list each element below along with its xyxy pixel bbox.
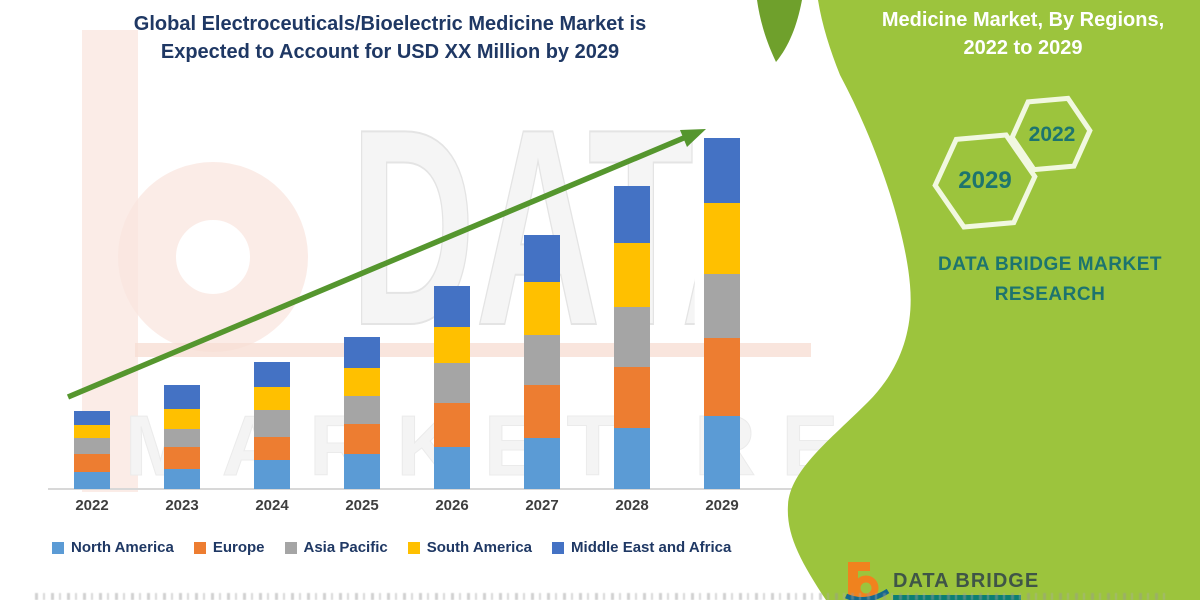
legend-marker-north-america	[52, 541, 64, 554]
bar-segment-north-america-2027	[524, 438, 560, 489]
cut-off-text-strip	[35, 593, 1165, 600]
bar-segment-europe-2025	[344, 424, 380, 454]
trend-arrow-head	[680, 129, 706, 147]
legend-item-europe: Europe	[193, 539, 265, 556]
bar-segment-south-america-2025	[344, 368, 380, 396]
chart-title: Global Electroceuticals/Bioelectric Medi…	[40, 10, 740, 66]
legend-marker-south-america	[407, 541, 420, 554]
bar-segment-asia-pacific-2026	[434, 363, 470, 403]
watermark-market-research-text: MARKET RESEARCH	[125, 402, 870, 494]
legend-item-south-america: South America	[407, 539, 533, 556]
bar-segment-middle-east-and-africa-2029	[704, 138, 740, 203]
panel-top-wedge	[757, 0, 802, 62]
bar-2029	[704, 138, 740, 489]
x-axis-label-2024: 2024	[255, 497, 289, 514]
bar-segment-middle-east-and-africa-2023	[164, 385, 200, 409]
x-axis-label-2022: 2022	[75, 497, 109, 514]
legend-label-middle-east-and-africa: Middle East and Africa	[571, 539, 732, 556]
bar-segment-asia-pacific-2023	[164, 429, 200, 447]
bar-segment-south-america-2027	[524, 282, 560, 335]
bar-segment-middle-east-and-africa-2028	[614, 186, 650, 243]
bar-segment-asia-pacific-2025	[344, 396, 380, 424]
bar-2026	[434, 286, 470, 489]
chart-title-line1: Global Electroceuticals/Bioelectric Medi…	[133, 13, 647, 35]
bar-segment-north-america-2024	[254, 460, 290, 489]
x-axis-baseline	[48, 488, 793, 490]
panel-heading-line1: Medicine Market, By Regions,	[881, 9, 1165, 31]
x-axis-label-2025: 2025	[345, 497, 379, 514]
hexagon-year-2022: 2022	[1028, 123, 1076, 146]
brand-name-line2: RESEARCH	[994, 284, 1106, 305]
bar-segment-europe-2027	[524, 385, 560, 438]
bar-segment-south-america-2024	[254, 387, 290, 410]
bar-segment-middle-east-and-africa-2026	[434, 286, 470, 327]
bar-2022	[74, 411, 110, 489]
legend-label-asia-pacific: Asia Pacific	[303, 539, 388, 556]
logo-wordmark: DATA BRIDGE	[893, 570, 1040, 592]
bar-segment-north-america-2023	[164, 469, 200, 489]
watermark-logo-b-bowl	[118, 162, 308, 352]
bar-segment-asia-pacific-2024	[254, 410, 290, 437]
bar-segment-north-america-2025	[344, 454, 380, 489]
chart-legend: North America Europe Asia Pacific South Ame…	[52, 539, 731, 556]
panel-heading-line2: 2022 to 2029	[963, 37, 1083, 59]
bar-2025	[344, 337, 380, 489]
x-axis-label-2029: 2029	[705, 497, 739, 514]
bar-2027	[524, 235, 560, 489]
bar-2028	[614, 186, 650, 489]
x-axis-label-2026: 2026	[435, 497, 469, 514]
bar-segment-middle-east-and-africa-2025	[344, 337, 380, 368]
hexagon-year-2029: 2029	[958, 167, 1012, 194]
x-axis-label-2028: 2028	[615, 497, 649, 514]
x-axis-label-2023: 2023	[165, 497, 199, 514]
bar-segment-south-america-2022	[74, 425, 110, 438]
bar-segment-south-america-2028	[614, 243, 650, 307]
bar-segment-north-america-2029	[704, 416, 740, 489]
bar-segment-middle-east-and-africa-2024	[254, 362, 290, 387]
legend-marker-middle-east-and-africa	[552, 541, 565, 554]
bar-segment-asia-pacific-2028	[614, 307, 650, 367]
panel-heading: Medicine Market, By Regions, 2022 to 202…	[848, 6, 1198, 62]
bar-segment-asia-pacific-2027	[524, 335, 560, 385]
legend-item-middle-east-and-africa: Middle East and Africa	[552, 539, 731, 556]
bar-segment-south-america-2023	[164, 409, 200, 429]
bar-segment-asia-pacific-2022	[74, 438, 110, 454]
bar-2023	[164, 385, 200, 489]
bar-segment-europe-2026	[434, 403, 470, 447]
x-axis-label-2027: 2027	[525, 497, 559, 514]
bar-segment-north-america-2026	[434, 447, 470, 489]
legend-label-north-america: North America	[71, 539, 174, 556]
bar-segment-middle-east-and-africa-2027	[524, 235, 560, 282]
bar-segment-north-america-2022	[74, 472, 110, 489]
bar-segment-south-america-2026	[434, 327, 470, 363]
brand-name: DATA BRIDGE MARKET RESEARCH	[895, 250, 1200, 310]
bar-segment-europe-2023	[164, 447, 200, 469]
legend-marker-europe	[193, 541, 206, 554]
legend-item-asia-pacific: Asia Pacific	[284, 539, 388, 556]
bar-segment-europe-2028	[614, 367, 650, 428]
bar-segment-south-america-2029	[704, 203, 740, 274]
chart-title-line2: Expected to Account for USD XX Million b…	[160, 41, 620, 63]
bar-segment-middle-east-and-africa-2022	[74, 411, 110, 425]
bar-segment-europe-2029	[704, 338, 740, 416]
legend-label-south-america: South America	[426, 539, 533, 556]
legend-label-europe: Europe	[212, 539, 265, 556]
bar-2024	[254, 362, 290, 489]
brand-name-line1: DATA BRIDGE MARKET	[938, 254, 1162, 275]
legend-item-north-america: North America	[52, 539, 174, 556]
bar-segment-europe-2022	[74, 454, 110, 472]
legend-marker-asia-pacific	[284, 541, 297, 554]
bar-segment-europe-2024	[254, 437, 290, 460]
bar-segment-north-america-2028	[614, 428, 650, 489]
bar-segment-asia-pacific-2029	[704, 274, 740, 338]
